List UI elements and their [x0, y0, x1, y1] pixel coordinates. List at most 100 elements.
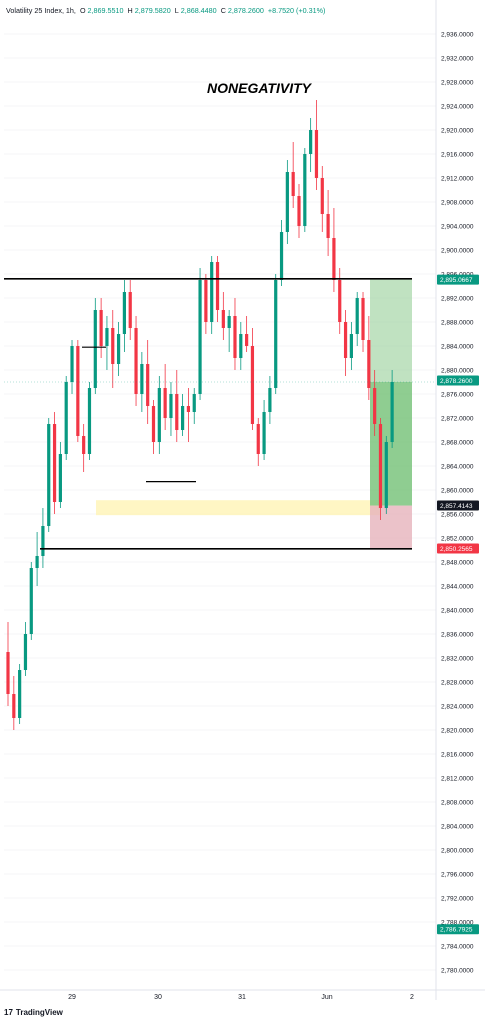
candle-body [326, 214, 330, 238]
candle-body [268, 388, 272, 412]
candle-body [343, 322, 348, 358]
price-tick-label: 2,780.0000 [441, 968, 474, 975]
candle-body [320, 178, 324, 214]
price-tick-label: 2,792.0000 [441, 896, 474, 903]
stop-zone [370, 505, 412, 549]
price-label-badge [437, 500, 479, 511]
candle-body [122, 292, 126, 334]
candle-body [297, 196, 301, 226]
price-tick-label: 2,824.0000 [441, 704, 474, 711]
tradingview-footer[interactable]: 17 TradingView [4, 1008, 63, 1017]
candle-body [70, 346, 74, 382]
candle-body [76, 346, 80, 436]
price-tick-label: 2,832.0000 [441, 656, 474, 663]
candle-body [384, 442, 388, 508]
price-tick-label: 2,920.0000 [441, 128, 474, 135]
candle-body [250, 346, 255, 424]
candle-body [47, 424, 51, 526]
price-tick-label: 2,912.0000 [441, 176, 474, 183]
chart-overlays [4, 277, 436, 550]
candle-body [210, 262, 214, 322]
candle-body [41, 526, 45, 556]
candle-body [349, 334, 353, 358]
price-tick-label: 2,932.0000 [441, 56, 474, 63]
time-tick-label: 31 [238, 994, 246, 1001]
price-tick-label: 2,900.0000 [441, 248, 474, 255]
price-label-text: 2,857.4143 [440, 503, 473, 510]
candle-body [198, 280, 202, 394]
price-tick-label: 2,876.0000 [441, 392, 474, 399]
candle-body [373, 388, 377, 424]
candle-body [245, 334, 249, 346]
price-tick-label: 2,860.0000 [441, 488, 474, 495]
price-tick-label: 2,892.0000 [441, 296, 474, 303]
candle-body [338, 280, 342, 322]
candle-body [390, 382, 394, 442]
price-tick-label: 2,904.0000 [441, 224, 474, 231]
price-tick-label: 2,812.0000 [441, 776, 474, 783]
candle-body [140, 364, 144, 394]
time-tick-label: 29 [68, 994, 76, 1001]
time-axis: 29 30 31 Jun 2 [68, 994, 414, 1001]
price-tick-label: 2,888.0000 [441, 320, 474, 327]
price-label-badge [437, 274, 479, 285]
high-value: 2,879.5820 [134, 6, 171, 15]
candle-body [134, 328, 138, 394]
candle-body [186, 406, 191, 412]
candle-body [274, 280, 278, 388]
price-label-text: 2,878.2600 [440, 378, 473, 385]
price-label-badge [437, 543, 479, 554]
price-tick-label: 2,916.0000 [441, 152, 474, 159]
candle-body [116, 334, 121, 364]
low-label: L [174, 6, 179, 15]
time-tick-label: Jun [321, 994, 332, 1001]
candle-body [262, 412, 266, 454]
candle-body [111, 328, 115, 364]
open-label: O [79, 6, 86, 15]
candle-body [215, 262, 220, 310]
symbol-title[interactable]: Volatility 25 Index, 1h, [6, 6, 76, 15]
price-tick-label: 2,800.0000 [441, 848, 474, 855]
price-tick-label: 2,864.0000 [441, 464, 474, 471]
candle-body [64, 382, 68, 454]
time-tick-label: 2 [410, 994, 414, 1001]
candle-body [367, 340, 371, 388]
price-tick-label: 2,880.0000 [441, 368, 474, 375]
price-label-badge [437, 924, 479, 935]
candles-group [6, 100, 394, 730]
price-tick-label: 2,924.0000 [441, 104, 474, 111]
candle-body [151, 406, 156, 442]
candle-body [87, 388, 92, 454]
price-tick-label: 2,928.0000 [441, 80, 474, 87]
price-label-text: 2,895.0667 [440, 277, 473, 284]
tradingview-brand: TradingView [15, 1008, 63, 1017]
candle-body [355, 298, 359, 334]
price-tick-label: 2,852.0000 [441, 536, 474, 543]
candle-body [105, 328, 109, 346]
price-label-text: 2,850.2565 [440, 546, 473, 553]
price-label-text: 2,786.7925 [440, 927, 473, 934]
price-tick-label: 2,848.0000 [441, 560, 474, 567]
price-tick-label: 2,868.0000 [441, 440, 474, 447]
candle-body [204, 280, 208, 322]
low-value: 2,868.4480 [180, 6, 217, 15]
candle-body [221, 310, 225, 328]
high-label: H [127, 6, 133, 15]
candle-body [6, 652, 10, 694]
price-tick-label: 2,844.0000 [441, 584, 474, 591]
candle-body [18, 670, 22, 718]
price-tick-label: 2,788.0000 [441, 920, 474, 927]
candle-body [309, 130, 313, 154]
candle-body [192, 394, 196, 412]
candle-body [12, 694, 16, 718]
candle-body [303, 154, 307, 226]
chart-grid [4, 33, 436, 971]
candle-body [256, 424, 260, 454]
candle-body [239, 334, 243, 358]
candle-body [285, 172, 289, 232]
candle-body [291, 172, 295, 196]
price-tick-label: 2,820.0000 [441, 728, 474, 735]
candle-body [93, 310, 97, 388]
price-tick-label: 2,828.0000 [441, 680, 474, 687]
